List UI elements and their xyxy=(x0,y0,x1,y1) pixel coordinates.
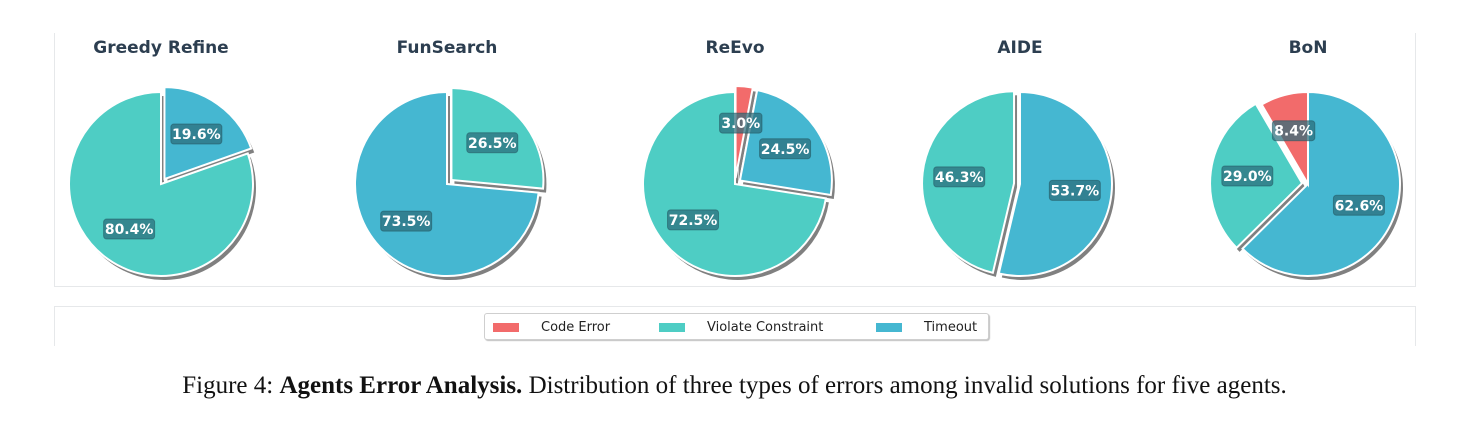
chart-title: Greedy Refine xyxy=(93,38,228,58)
legend-entry-timeout: Timeout xyxy=(876,314,977,341)
pie-charts: Greedy Refine 19.6% 80.4% FunSearch 26.5% 73.… xyxy=(68,38,1404,280)
data-label-box xyxy=(1332,194,1385,216)
data-label-box xyxy=(719,112,763,134)
data-label: 26.5% xyxy=(468,136,517,152)
data-label: 8.4% xyxy=(1274,124,1313,140)
chart-title: ReEvo xyxy=(706,38,765,58)
data-label-box xyxy=(667,209,720,231)
caption-bold: Agents Error Analysis. xyxy=(279,372,523,399)
chart-title: AIDE xyxy=(997,38,1042,58)
figure-caption: Figure 4: Agents Error Analysis. Distrib… xyxy=(0,372,1469,400)
legend: Code Error Violate Constraint Timeout xyxy=(484,313,989,340)
data-label: 80.4% xyxy=(105,222,154,238)
chart-title: FunSearch xyxy=(397,38,498,58)
legend-swatch-code-error xyxy=(493,323,519,332)
data-label: 53.7% xyxy=(1051,183,1100,199)
data-label-box xyxy=(466,132,519,154)
caption-rest: Distribution of three types of errors am… xyxy=(522,372,1287,399)
data-label: 72.5% xyxy=(669,213,718,229)
legend-swatch-violate-constraint xyxy=(659,323,685,332)
slice-timeout xyxy=(1241,90,1401,277)
legend-label: Violate Constraint xyxy=(707,320,824,335)
data-label-box xyxy=(103,218,156,240)
legend-entry-code-error: Code Error xyxy=(493,314,610,341)
data-label: 19.6% xyxy=(172,127,221,143)
data-label-box xyxy=(933,166,986,188)
data-label: 29.0% xyxy=(1223,169,1272,185)
data-label: 62.6% xyxy=(1335,198,1384,214)
legend-label: Code Error xyxy=(541,320,611,335)
legend-label: Timeout xyxy=(924,320,978,335)
caption-prefix: Figure 4: xyxy=(182,372,280,399)
data-label-box xyxy=(1048,179,1101,201)
legend-swatch-timeout xyxy=(876,323,902,332)
data-label-box xyxy=(170,123,223,145)
pie-chart-bon: BoN 62.6% 29.0% 8.4% xyxy=(1209,38,1404,280)
pie-chart-reevo: ReEvo 3.0%24.5% 72.5% xyxy=(642,38,835,280)
legend-panel xyxy=(54,306,1416,346)
pie-chart-funsearch: FunSearch 26.5% 73.5% xyxy=(354,38,547,280)
data-label-box xyxy=(1271,120,1316,142)
pie-chart-greedy-refine: Greedy Refine 19.6% 80.4% xyxy=(68,38,256,280)
data-label: 73.5% xyxy=(382,214,431,230)
charts-panel xyxy=(54,33,1416,287)
chart-title: BoN xyxy=(1289,38,1328,58)
data-label: 3.0% xyxy=(721,116,760,132)
data-label: 24.5% xyxy=(761,142,810,158)
data-label-box xyxy=(759,138,812,160)
data-label-box xyxy=(1221,165,1274,187)
legend-entry-violate-constraint: Violate Constraint xyxy=(659,314,823,341)
pie-chart-aide: AIDE 53.7% 46.3% xyxy=(921,38,1116,280)
data-label: 46.3% xyxy=(935,170,984,186)
data-label-box xyxy=(380,210,433,232)
